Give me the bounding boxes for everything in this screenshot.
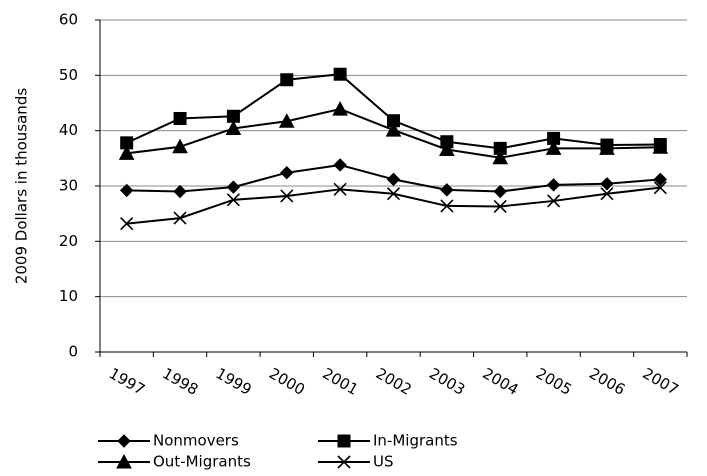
x-tick-label: 1997 xyxy=(106,364,148,399)
x-tick-label: 2002 xyxy=(373,364,415,399)
x-tick-label: 2007 xyxy=(640,364,682,399)
marker xyxy=(653,172,668,187)
marker xyxy=(333,182,347,196)
marker xyxy=(493,184,507,199)
marker xyxy=(280,189,294,203)
marker xyxy=(280,73,294,87)
marker xyxy=(120,217,134,231)
marker xyxy=(600,187,614,201)
x-tick-label: 1999 xyxy=(213,364,255,399)
x-tick-label: 2004 xyxy=(479,364,521,399)
marker xyxy=(173,184,187,199)
marker xyxy=(278,113,295,128)
marker xyxy=(652,139,669,154)
x-tick-label: 2001 xyxy=(319,364,361,399)
marker xyxy=(493,199,507,214)
x-tick-label: 2003 xyxy=(426,364,468,399)
marker xyxy=(173,111,187,125)
marker xyxy=(118,145,135,160)
marker xyxy=(333,67,347,81)
marker xyxy=(173,211,187,225)
legend-marker xyxy=(116,453,132,469)
legend-item: In-Migrants xyxy=(318,432,458,450)
y-tick-label: 10 xyxy=(59,287,78,305)
x-tick-label: 1998 xyxy=(159,364,201,399)
marker xyxy=(439,141,455,156)
marker xyxy=(492,149,509,165)
y-tick-label: 50 xyxy=(59,66,78,84)
marker xyxy=(546,178,561,192)
legend-label: US xyxy=(373,453,394,471)
x-tick-label: 2000 xyxy=(266,364,308,399)
marker xyxy=(385,122,402,137)
marker xyxy=(386,187,401,201)
marker xyxy=(440,199,454,213)
marker xyxy=(653,181,667,195)
x-tick-label: 2006 xyxy=(586,364,628,399)
marker xyxy=(172,138,188,154)
legend-item: US xyxy=(318,453,394,471)
legend-item: Nonmovers xyxy=(98,432,239,450)
marker xyxy=(119,183,134,198)
marker xyxy=(225,120,242,135)
y-tick-label: 20 xyxy=(59,232,78,250)
marker xyxy=(226,180,241,194)
legend-marker xyxy=(337,455,351,469)
y-tick-label: 0 xyxy=(68,343,78,361)
marker xyxy=(333,158,347,172)
marker xyxy=(599,140,615,155)
y-tick-label: 40 xyxy=(59,121,78,139)
marker xyxy=(280,166,294,180)
y-tick-label: 30 xyxy=(59,177,78,195)
legend-marker xyxy=(337,434,351,448)
marker xyxy=(545,140,562,155)
legend-label: Nonmovers xyxy=(153,432,239,450)
y-tick-label: 60 xyxy=(59,11,78,29)
legend-label: In-Migrants xyxy=(373,432,458,450)
marker xyxy=(547,194,561,208)
x-tick-label: 2005 xyxy=(533,364,575,399)
marker xyxy=(332,101,348,116)
marker xyxy=(600,177,614,191)
legend-marker xyxy=(117,434,131,448)
marker xyxy=(440,183,454,197)
marker xyxy=(386,172,401,187)
legend-label: Out-Migrants xyxy=(153,453,251,471)
legend-item: Out-Migrants xyxy=(98,453,251,471)
y-axis-label: 2009 Dollars in thousands xyxy=(13,88,31,284)
marker xyxy=(226,193,240,207)
